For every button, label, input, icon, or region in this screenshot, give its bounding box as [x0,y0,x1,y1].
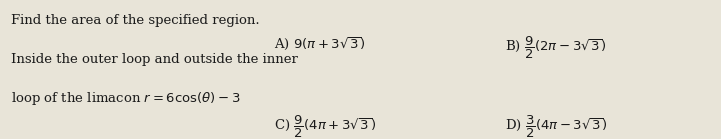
Text: B) $\dfrac{9}{2}(2\pi - 3\sqrt{3})$: B) $\dfrac{9}{2}(2\pi - 3\sqrt{3})$ [505,35,606,61]
Text: D) $\dfrac{3}{2}(4\pi - 3\sqrt{3})$: D) $\dfrac{3}{2}(4\pi - 3\sqrt{3})$ [505,114,607,139]
Text: C) $\dfrac{9}{2}(4\pi + 3\sqrt{3})$: C) $\dfrac{9}{2}(4\pi + 3\sqrt{3})$ [274,114,376,139]
Text: loop of the limacon $r = 6\cos(\theta) - 3$: loop of the limacon $r = 6\cos(\theta) -… [11,90,240,107]
Text: Find the area of the specified region.: Find the area of the specified region. [11,14,260,27]
Text: Inside the outer loop and outside the inner: Inside the outer loop and outside the in… [11,53,298,66]
Text: A) $9(\pi + 3\sqrt{3})$: A) $9(\pi + 3\sqrt{3})$ [274,35,366,52]
